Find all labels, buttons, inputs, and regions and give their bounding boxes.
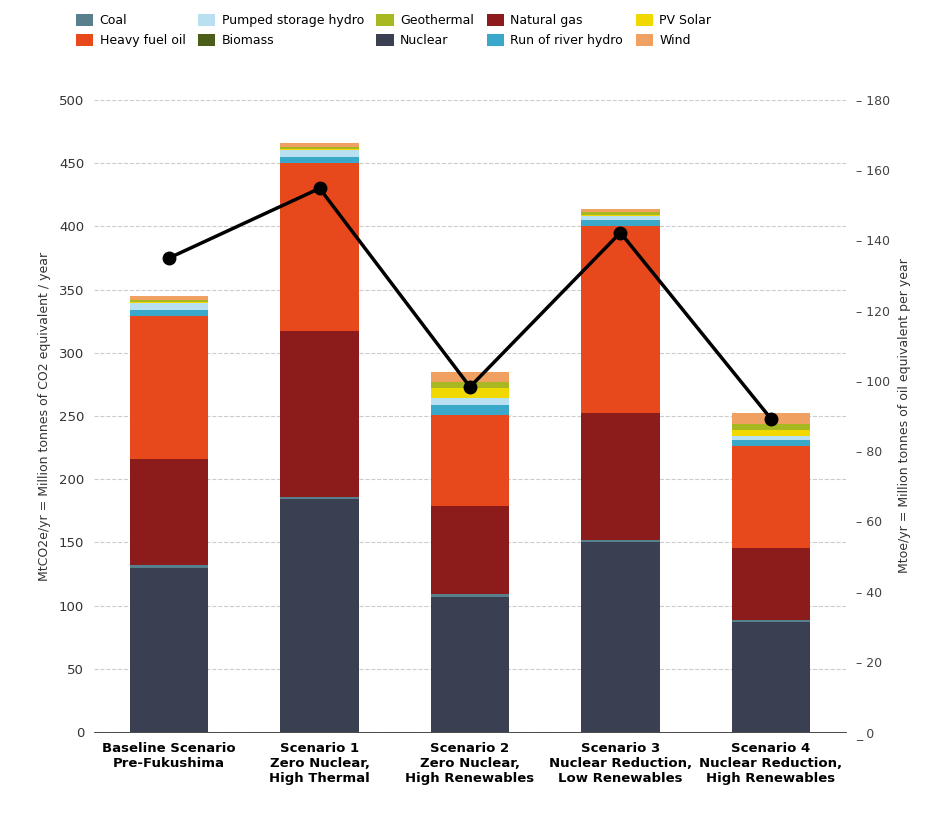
Bar bbox=[431, 399, 509, 404]
Bar bbox=[431, 414, 509, 506]
Bar bbox=[731, 423, 810, 430]
Bar bbox=[130, 567, 209, 732]
Bar bbox=[130, 565, 209, 567]
Bar bbox=[130, 300, 209, 302]
Y-axis label: Mtoe/yr = Million tonnes of oil equivalent per year: Mtoe/yr = Million tonnes of oil equivale… bbox=[899, 259, 911, 573]
Bar bbox=[130, 296, 209, 300]
Bar bbox=[280, 149, 359, 151]
Bar bbox=[581, 216, 660, 220]
Bar bbox=[431, 506, 509, 594]
Bar bbox=[280, 151, 359, 156]
Bar bbox=[581, 220, 660, 226]
Bar bbox=[130, 302, 209, 304]
Bar bbox=[130, 316, 209, 459]
Legend: Coal, Heavy fuel oil, Pumped storage hydro, Biomass, Geothermal, Nuclear, Natura: Coal, Heavy fuel oil, Pumped storage hyd… bbox=[72, 11, 715, 51]
Bar bbox=[280, 146, 359, 149]
Y-axis label: MtCO2e/yr = Million tonnes of CO2 equivalent / year: MtCO2e/yr = Million tonnes of CO2 equiva… bbox=[38, 251, 51, 581]
Bar bbox=[581, 209, 660, 212]
Bar bbox=[431, 382, 509, 389]
Bar bbox=[731, 446, 810, 547]
Bar bbox=[431, 389, 509, 399]
Bar bbox=[731, 620, 810, 622]
Bar bbox=[581, 215, 660, 216]
Bar bbox=[731, 430, 810, 436]
Bar bbox=[731, 414, 810, 423]
Bar bbox=[431, 404, 509, 414]
Bar bbox=[431, 372, 509, 382]
Bar bbox=[280, 331, 359, 497]
Bar bbox=[581, 414, 660, 540]
Bar bbox=[280, 499, 359, 732]
Bar bbox=[731, 440, 810, 446]
Bar bbox=[731, 436, 810, 440]
Bar bbox=[581, 226, 660, 414]
Bar bbox=[130, 304, 209, 310]
Bar bbox=[431, 594, 509, 597]
Bar bbox=[431, 597, 509, 732]
Bar bbox=[280, 163, 359, 331]
Bar bbox=[581, 542, 660, 732]
Bar bbox=[280, 143, 359, 146]
Bar bbox=[130, 459, 209, 565]
Bar bbox=[280, 156, 359, 163]
Bar bbox=[280, 497, 359, 499]
Bar bbox=[130, 310, 209, 316]
Bar bbox=[581, 540, 660, 542]
Bar bbox=[731, 547, 810, 620]
Bar bbox=[581, 212, 660, 215]
Bar bbox=[731, 622, 810, 732]
